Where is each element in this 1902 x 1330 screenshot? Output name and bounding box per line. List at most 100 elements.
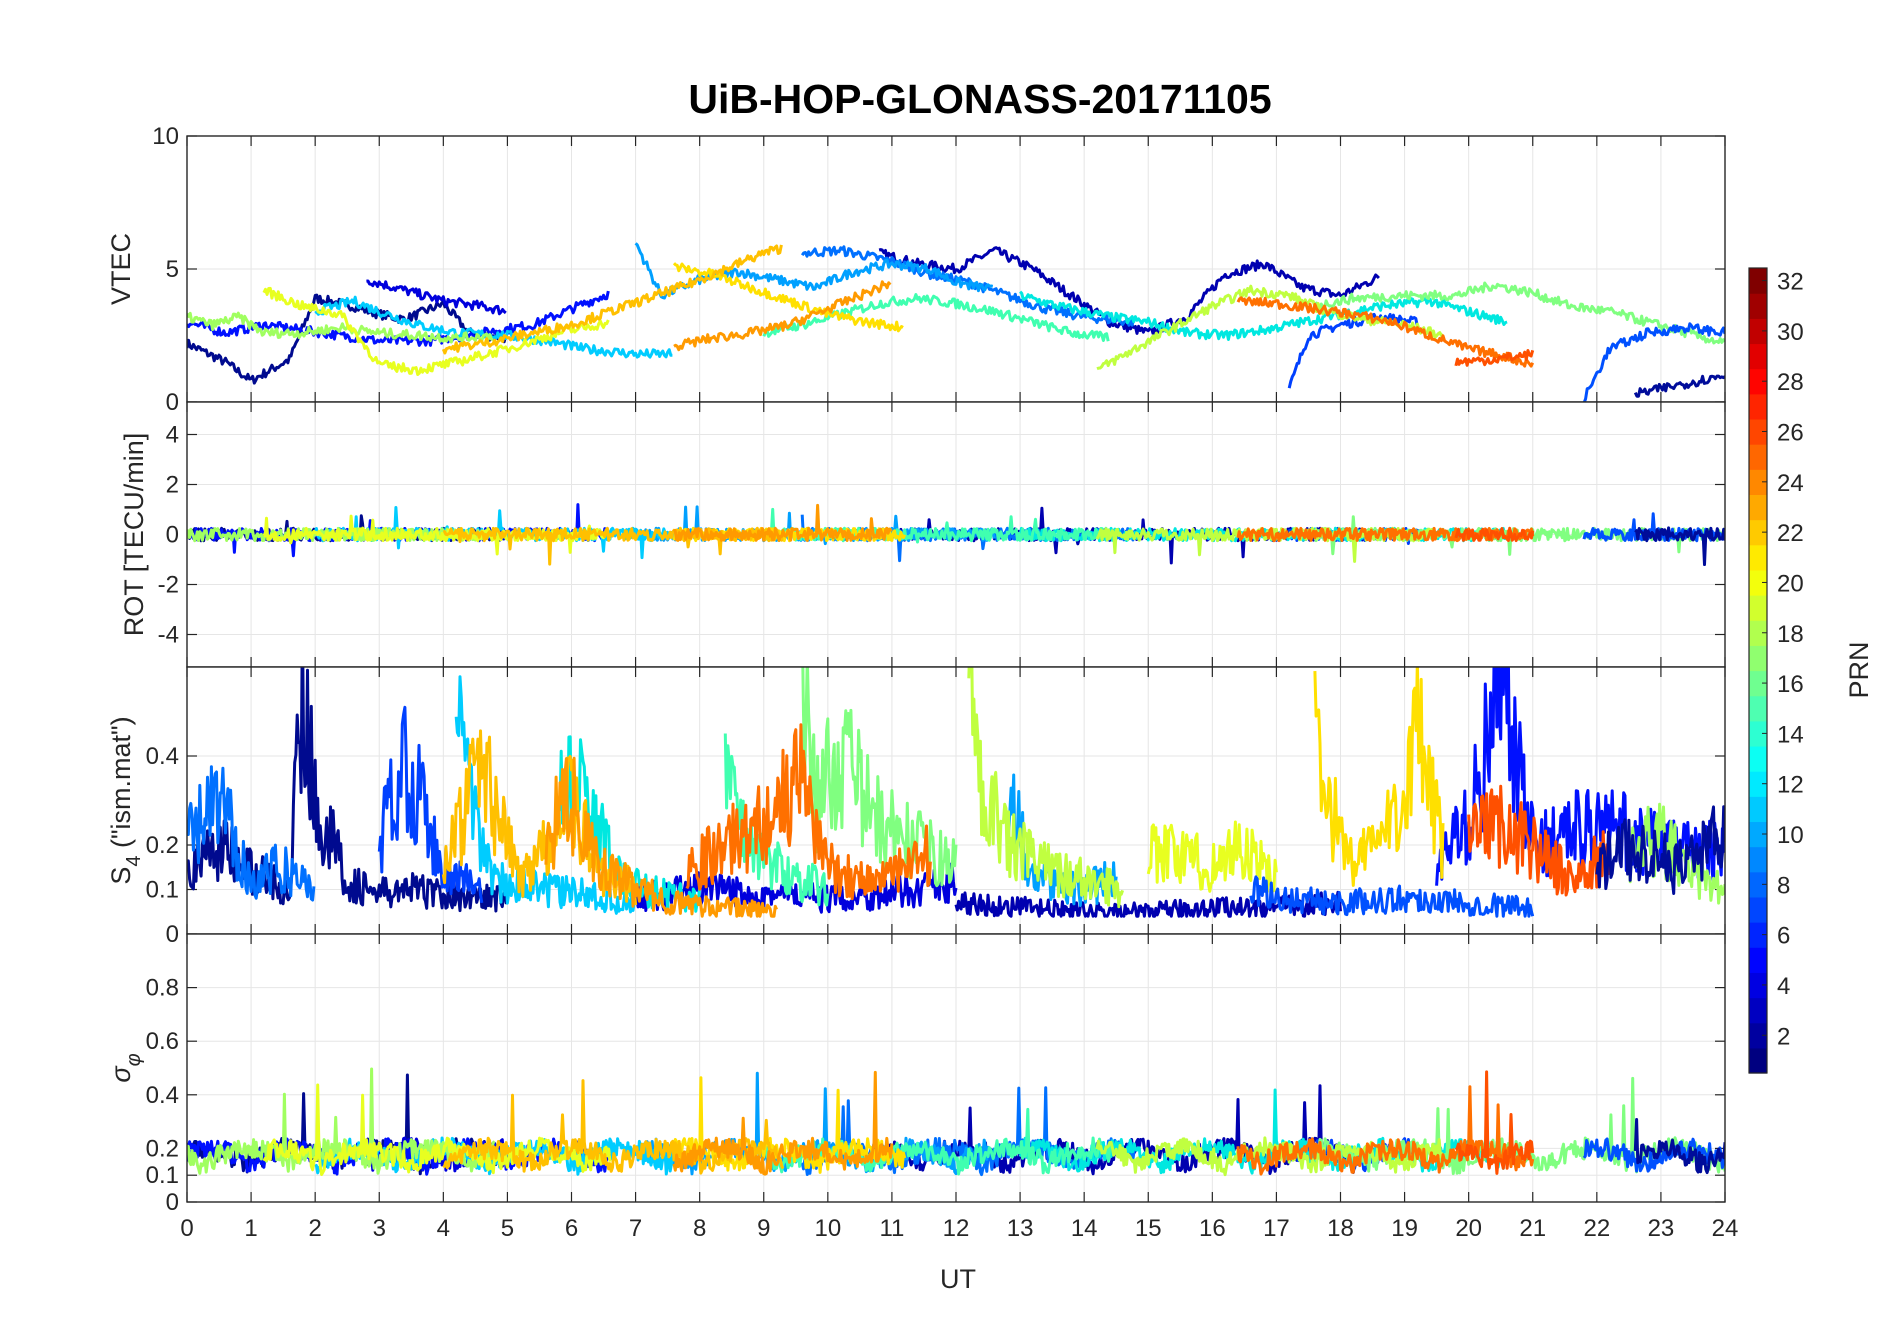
series-line-prn-14 (262, 514, 612, 556)
colorbar-swatch (1749, 418, 1767, 445)
colorbar-tick-label: 14 (1777, 721, 1804, 748)
x-tick-label: 18 (1327, 1215, 1354, 1242)
colorbar-swatch (1749, 519, 1767, 546)
x-tick-label: 16 (1199, 1215, 1226, 1242)
colorbar-tick-label: 26 (1777, 420, 1804, 447)
series-line-prn-3 (366, 279, 507, 316)
colorbar-swatch (1749, 595, 1767, 621)
x-tick-label: 19 (1391, 1215, 1418, 1242)
colorbar-tick-label: 24 (1777, 470, 1804, 497)
x-tick-label: 24 (1712, 1215, 1739, 1242)
series-line-prn-16 (441, 729, 638, 906)
series-line-prn-20 (1582, 322, 1725, 402)
colorbar-tick-label: 12 (1777, 772, 1804, 799)
x-tick-label: 17 (1263, 1215, 1290, 1242)
colorbar-tick-label: 30 (1777, 319, 1804, 346)
y-tick-label: 0.8 (146, 975, 179, 1002)
colorbar-tick-label: 18 (1777, 621, 1804, 648)
series-line-prn-17 (673, 280, 892, 352)
colorbar-swatch (1749, 871, 1767, 898)
y-tick-label: 0.4 (146, 1082, 179, 1109)
y-tick-label: -2 (158, 572, 179, 599)
colorbar-swatch (1749, 745, 1767, 772)
series-line-prn-13 (967, 667, 1125, 909)
colorbar-swatch (1749, 670, 1767, 697)
y-tick-label: 4 (166, 422, 179, 449)
series-line-prn-17 (672, 503, 893, 542)
x-tick-label: 22 (1583, 1215, 1610, 1242)
colorbar-swatch (1749, 947, 1767, 973)
colorbar-swatch (1749, 569, 1767, 596)
y-axis-label-s4: S4 ("ism.mat") (106, 716, 145, 884)
x-tick-label: 0 (180, 1215, 193, 1242)
series-line-prn-19 (1454, 349, 1535, 367)
y-tick-label: 10 (152, 123, 179, 150)
colorbar-swatch (1749, 1047, 1767, 1074)
colorbar-swatch (1749, 469, 1767, 496)
x-tick-label: 15 (1135, 1215, 1162, 1242)
series-line-prn-9 (1019, 290, 1508, 341)
series-line-prn-21 (1634, 526, 1725, 566)
colorbar-swatch (1749, 645, 1767, 672)
colorbar-tick-label: 2 (1777, 1023, 1790, 1050)
x-tick-label: 8 (693, 1215, 706, 1242)
colorbar-swatch (1749, 896, 1767, 923)
colorbar-swatch (1749, 620, 1767, 646)
series-line-prn-5 (377, 705, 484, 904)
series-line-prn-16 (441, 244, 783, 355)
colorbar-swatch (1749, 544, 1767, 571)
x-tick-label: 2 (308, 1215, 321, 1242)
colorbar-swatch (1749, 796, 1767, 823)
y-tick-label: 0 (166, 389, 179, 416)
y-tick-label: 0 (166, 1189, 179, 1216)
colorbar-swatch (1749, 444, 1767, 470)
y-tick-label: -4 (158, 622, 179, 649)
series-line-prn-2 (954, 890, 1342, 918)
chart-title: UiB-HOP-GLONASS-20171105 (688, 76, 1271, 122)
x-tick-label: 4 (437, 1215, 450, 1242)
colorbar-tick-label: 20 (1777, 570, 1804, 597)
series-line-prn-18 (1236, 296, 1535, 368)
x-tick-label: 14 (1071, 1215, 1098, 1242)
colorbar-swatch (1749, 318, 1767, 345)
colorbar-tick-label: 4 (1777, 973, 1790, 1000)
series-line-prn-14 (1146, 820, 1278, 893)
y-tick-label: 5 (166, 256, 179, 283)
x-axis: 0 1 2 3 4 5 6 7 8 9 10 11 12 13 14 15 16 17 18 19 20 21 22 23 24 (180, 1215, 1738, 1242)
colorbar-swatch (1749, 821, 1767, 848)
series-line-prn-14 (262, 1083, 612, 1176)
y-tick-label: 0.4 (146, 743, 179, 770)
series-line-prn-13 (1096, 284, 1445, 371)
panel-rot: -4 -2 0 2 4 ROT [TECU/min] (119, 401, 1726, 668)
x-tick-label: 21 (1519, 1215, 1546, 1242)
x-tick-label: 7 (629, 1215, 642, 1242)
y-axis-label-vtec: VTEC (106, 233, 136, 305)
y-axis-label-rot: ROT [TECU/min] (119, 433, 149, 637)
y-tick-label: 0.2 (146, 832, 179, 859)
colorbar-tick-label: 10 (1777, 822, 1804, 849)
series-line-prn-4 (187, 290, 610, 347)
colorbar-tick-label: 28 (1777, 369, 1804, 396)
x-tick-label: 11 (879, 1215, 904, 1242)
x-tick-label: 5 (501, 1215, 514, 1242)
series-line-prn-21 (1633, 1118, 1725, 1175)
colorbar-tick-label: 16 (1777, 671, 1804, 698)
y-tick-label: 0 (166, 921, 179, 948)
colorbar-swatch (1749, 268, 1767, 294)
colorbar-swatch (1749, 922, 1767, 948)
x-tick-label: 6 (565, 1215, 578, 1242)
series-line-prn-11 (801, 667, 958, 888)
colorbar-tick-label: 22 (1777, 520, 1804, 547)
colorbar-swatch (1749, 293, 1767, 319)
y-axis-label-sigphi: σφ (106, 1053, 145, 1082)
colorbar-swatch (1749, 494, 1767, 521)
y-tick-label: 0.6 (146, 1028, 179, 1055)
series-line-prn-18 (685, 723, 932, 901)
panel-vtec-series (187, 242, 1725, 402)
y-tick-label: 2 (166, 472, 179, 499)
series-line-prn-17 (544, 756, 778, 918)
series-line-prn-19 (1467, 784, 1612, 897)
